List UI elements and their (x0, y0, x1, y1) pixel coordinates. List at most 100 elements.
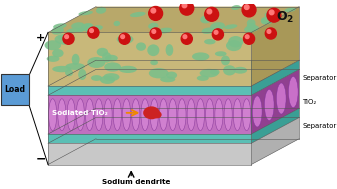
Ellipse shape (105, 55, 118, 62)
Ellipse shape (200, 15, 212, 23)
Ellipse shape (276, 83, 286, 114)
Circle shape (65, 35, 68, 39)
Circle shape (88, 27, 99, 38)
Text: Sodium dendrite: Sodium dendrite (101, 179, 170, 185)
Ellipse shape (52, 49, 64, 57)
Ellipse shape (247, 19, 255, 27)
Circle shape (269, 10, 274, 15)
Text: Separator: Separator (302, 75, 336, 81)
Circle shape (267, 30, 271, 33)
Circle shape (90, 29, 93, 33)
FancyBboxPatch shape (1, 74, 29, 105)
Circle shape (245, 35, 249, 39)
Circle shape (180, 1, 194, 15)
Ellipse shape (86, 99, 94, 131)
Ellipse shape (165, 44, 173, 56)
Ellipse shape (233, 67, 247, 74)
Ellipse shape (81, 23, 93, 30)
Ellipse shape (143, 106, 160, 119)
Polygon shape (48, 7, 299, 33)
Ellipse shape (244, 25, 259, 32)
Ellipse shape (114, 21, 120, 26)
Ellipse shape (66, 28, 83, 33)
Circle shape (152, 30, 156, 33)
Polygon shape (251, 60, 299, 95)
Ellipse shape (228, 36, 243, 47)
Ellipse shape (197, 75, 209, 81)
Ellipse shape (104, 62, 121, 72)
Ellipse shape (79, 11, 93, 15)
Ellipse shape (67, 99, 75, 131)
Ellipse shape (91, 75, 102, 81)
Ellipse shape (160, 76, 175, 82)
Circle shape (149, 6, 162, 20)
Ellipse shape (150, 99, 158, 131)
Ellipse shape (87, 57, 105, 68)
Ellipse shape (65, 63, 85, 70)
Ellipse shape (44, 40, 61, 50)
Ellipse shape (96, 7, 106, 14)
Ellipse shape (141, 99, 149, 131)
Ellipse shape (81, 24, 92, 31)
Ellipse shape (169, 99, 177, 131)
Ellipse shape (202, 27, 215, 34)
Ellipse shape (72, 54, 80, 65)
Ellipse shape (71, 22, 84, 29)
Ellipse shape (224, 99, 232, 131)
Circle shape (244, 33, 254, 44)
Ellipse shape (265, 89, 274, 121)
Circle shape (181, 33, 192, 44)
Circle shape (244, 5, 249, 9)
Ellipse shape (119, 66, 137, 73)
Ellipse shape (53, 23, 67, 29)
Ellipse shape (204, 39, 216, 44)
Ellipse shape (150, 60, 158, 65)
Ellipse shape (152, 111, 162, 118)
Ellipse shape (148, 23, 158, 29)
Ellipse shape (52, 66, 71, 72)
Ellipse shape (206, 99, 214, 131)
Ellipse shape (92, 25, 103, 31)
Polygon shape (48, 143, 251, 165)
Circle shape (63, 33, 74, 44)
Ellipse shape (97, 48, 108, 56)
Ellipse shape (215, 51, 226, 56)
Text: Separator: Separator (302, 123, 336, 129)
Text: −: − (35, 153, 46, 166)
Ellipse shape (178, 99, 186, 131)
Ellipse shape (200, 69, 219, 77)
Polygon shape (48, 69, 299, 95)
Ellipse shape (261, 17, 274, 24)
Ellipse shape (231, 5, 241, 10)
Text: Load: Load (4, 85, 25, 94)
Ellipse shape (252, 96, 262, 127)
Ellipse shape (122, 99, 131, 131)
Polygon shape (251, 69, 299, 134)
Ellipse shape (159, 99, 167, 131)
Circle shape (183, 35, 187, 39)
Circle shape (182, 3, 187, 8)
Ellipse shape (166, 72, 177, 79)
Ellipse shape (233, 99, 241, 131)
Ellipse shape (76, 28, 85, 32)
Circle shape (151, 8, 156, 13)
Ellipse shape (265, 12, 273, 18)
Circle shape (242, 3, 256, 17)
Ellipse shape (192, 52, 209, 61)
Ellipse shape (100, 76, 115, 84)
Ellipse shape (76, 99, 85, 131)
Polygon shape (48, 60, 299, 86)
Ellipse shape (157, 28, 172, 33)
Ellipse shape (215, 99, 223, 131)
Polygon shape (48, 33, 251, 86)
Ellipse shape (149, 68, 169, 78)
Circle shape (207, 9, 212, 14)
Text: Sodiated TiO₂: Sodiated TiO₂ (52, 110, 108, 116)
Ellipse shape (288, 77, 298, 108)
Circle shape (265, 28, 276, 39)
Ellipse shape (58, 35, 75, 41)
Ellipse shape (47, 56, 60, 62)
Ellipse shape (224, 24, 237, 29)
Text: O: O (276, 10, 287, 23)
Text: 2: 2 (286, 15, 292, 24)
